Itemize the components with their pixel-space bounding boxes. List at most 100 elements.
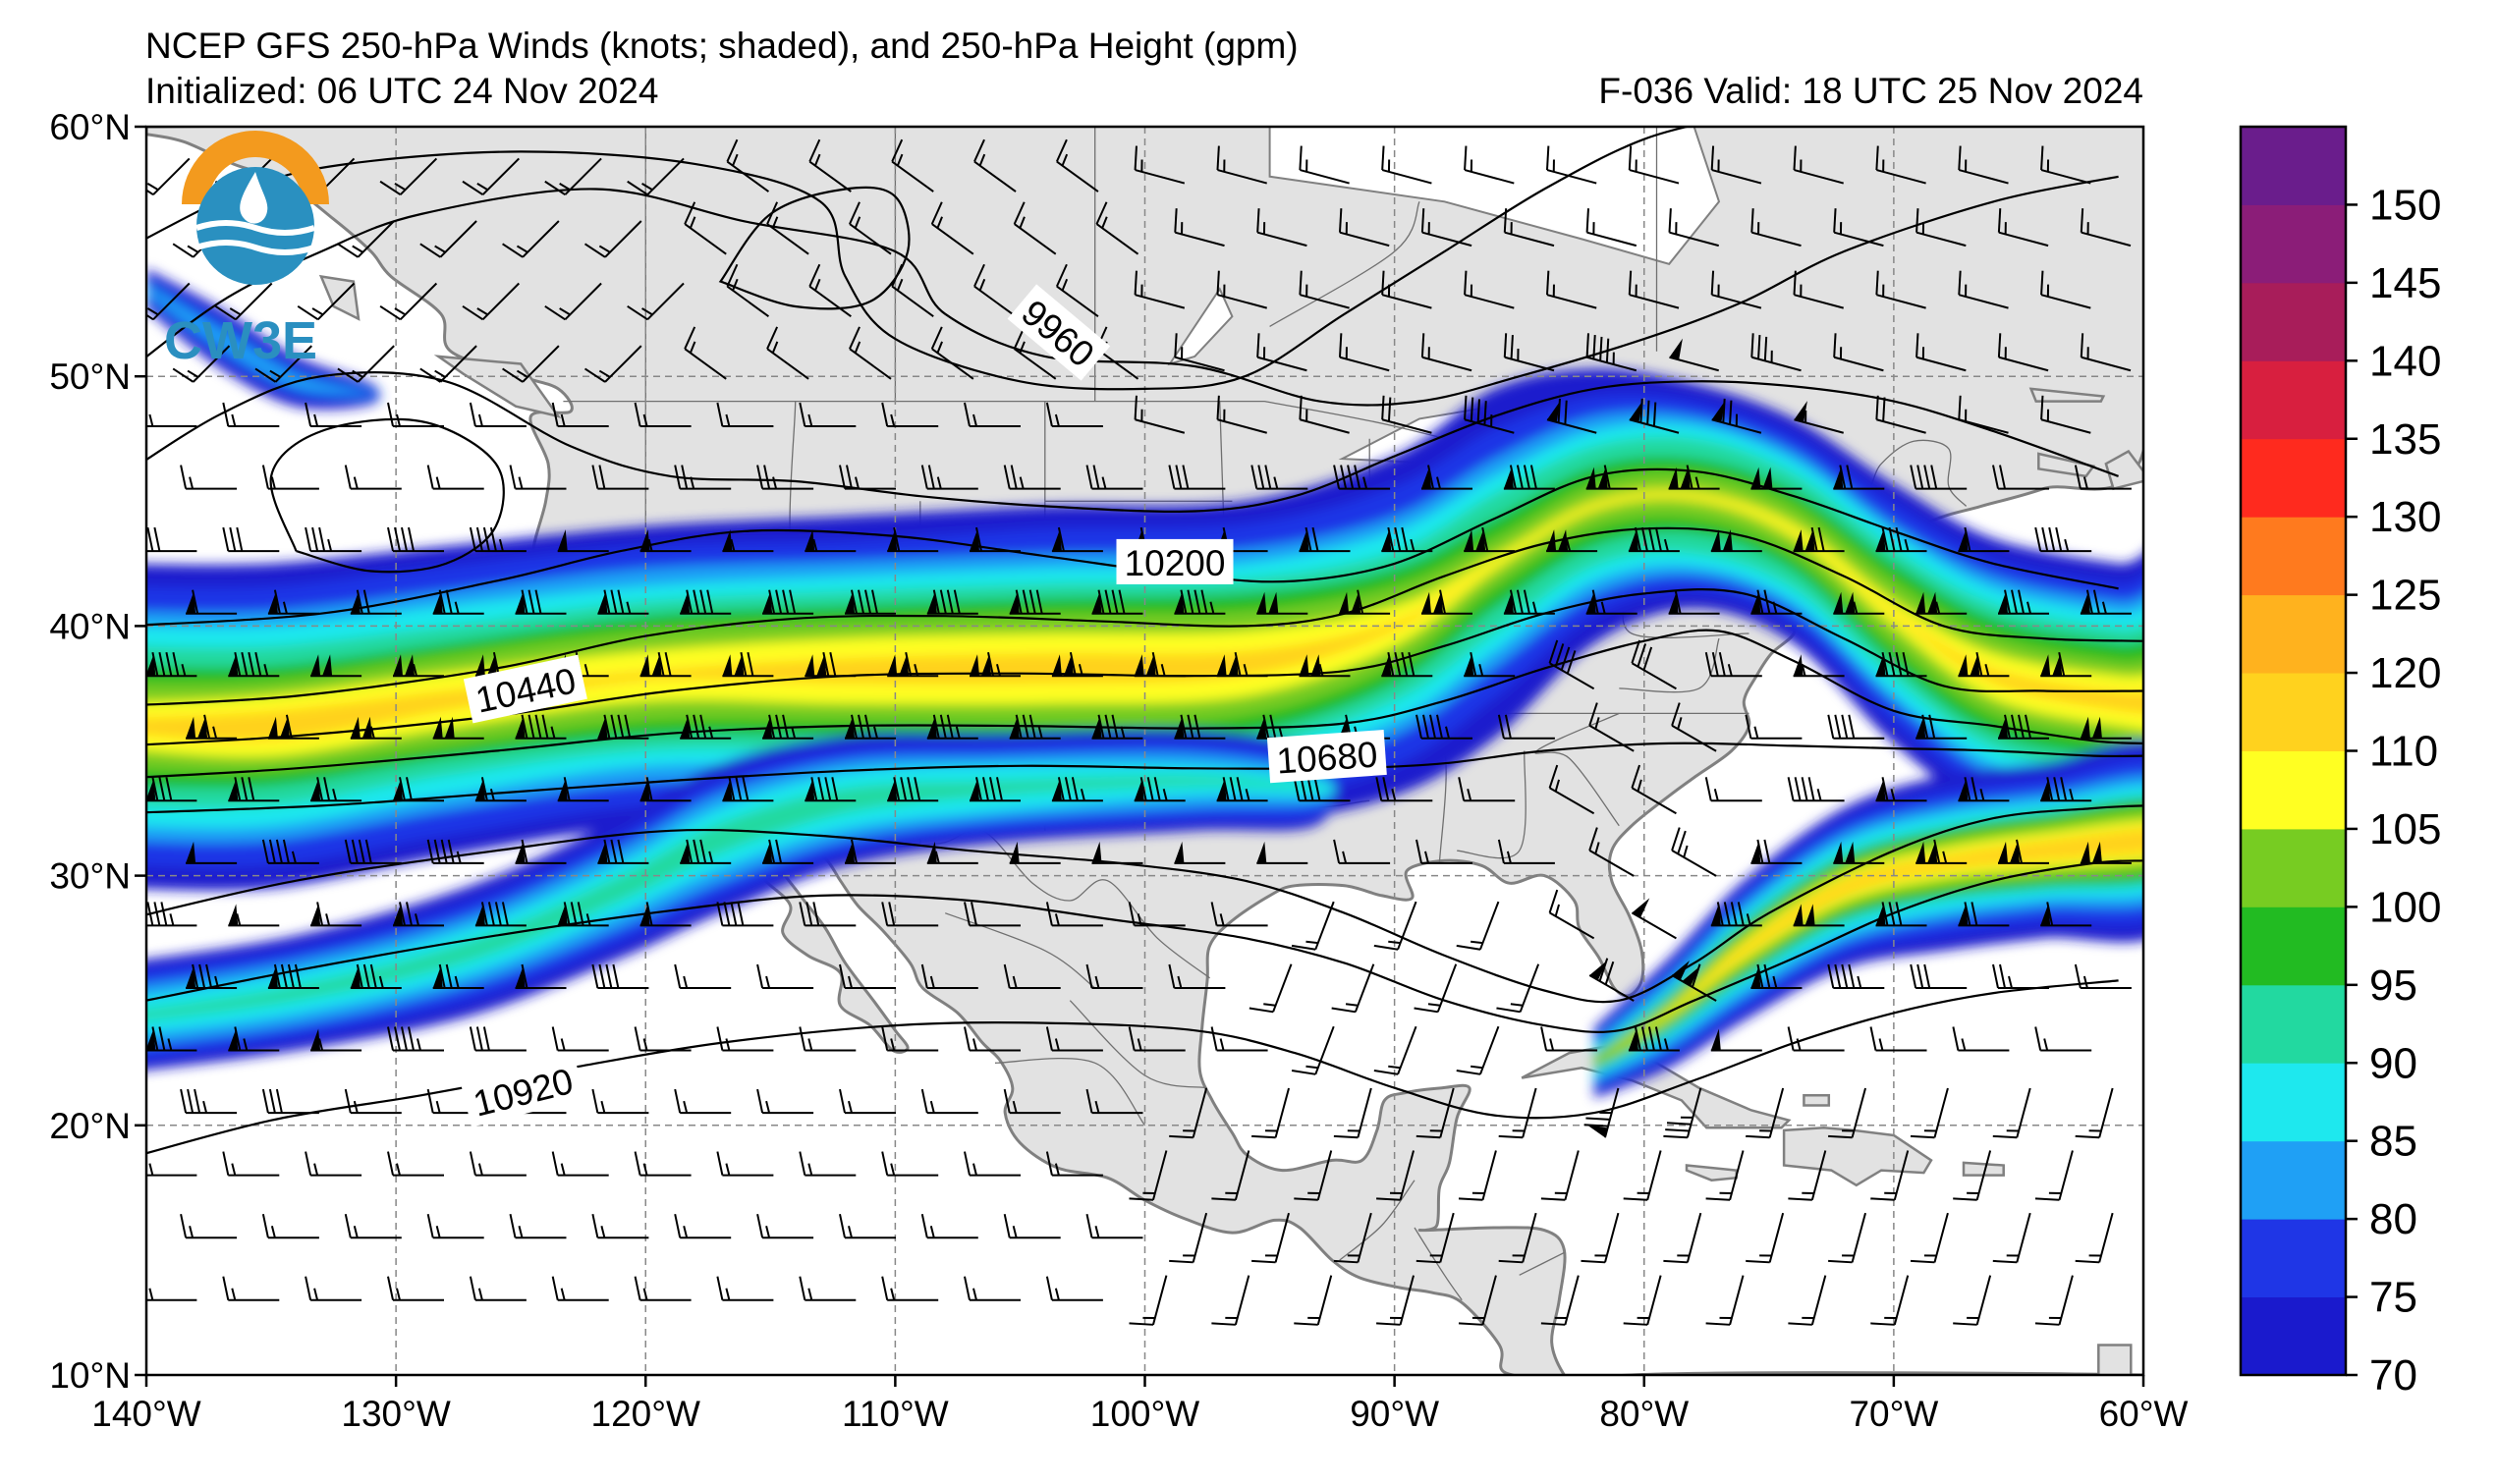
wind-barb bbox=[805, 777, 857, 802]
wind-barb bbox=[1997, 333, 2049, 372]
wind-barb bbox=[1503, 589, 1555, 615]
wind-barb bbox=[1503, 333, 1555, 372]
wind-barb bbox=[502, 345, 560, 383]
boundary-34 bbox=[1414, 1227, 1463, 1301]
wind-barb bbox=[1091, 841, 1143, 864]
wind-barb bbox=[350, 963, 402, 989]
wind-barb bbox=[1992, 963, 2049, 989]
wind-barb bbox=[1870, 1275, 1910, 1326]
height-contour-1 bbox=[146, 175, 2119, 407]
wind-barb bbox=[1628, 270, 1680, 309]
height-contour-2 bbox=[146, 371, 2119, 513]
wind-barb bbox=[2075, 1087, 2114, 1139]
wind-barb bbox=[1671, 702, 1717, 752]
boundary-28 bbox=[1269, 201, 1420, 327]
wind-barb bbox=[1458, 1150, 1497, 1201]
wind-barb bbox=[1623, 1275, 1662, 1326]
wind-barb bbox=[591, 1088, 649, 1115]
wind-barb bbox=[634, 402, 692, 427]
wind-barb bbox=[310, 902, 362, 927]
boundary-24 bbox=[1619, 637, 1720, 693]
wind-barb bbox=[261, 465, 319, 490]
wind-barb bbox=[1958, 270, 2009, 309]
wind-barb bbox=[1416, 1087, 1455, 1139]
wind-barb bbox=[1216, 145, 1267, 185]
wind-barb bbox=[393, 777, 444, 802]
wind-barb bbox=[1045, 1151, 1103, 1177]
wind-barb bbox=[881, 402, 939, 427]
wind-barb bbox=[1456, 901, 1500, 951]
wind-barb bbox=[379, 282, 438, 321]
wind-barb bbox=[1870, 1150, 1910, 1201]
wind-barb bbox=[1710, 145, 1762, 185]
wind-barb bbox=[1869, 1026, 1927, 1052]
wind-barb bbox=[1788, 1150, 1827, 1201]
boundary-35 bbox=[1519, 1251, 1565, 1276]
wind-barb bbox=[387, 1276, 444, 1301]
wind-barb bbox=[970, 526, 1021, 553]
wind-barb bbox=[1875, 902, 1927, 927]
wind-barb bbox=[964, 1276, 1021, 1301]
wind-barb bbox=[1750, 333, 1802, 372]
wind-barb bbox=[756, 1088, 814, 1115]
wind-barb bbox=[1373, 901, 1417, 951]
cw3e-logo: CW3E bbox=[164, 131, 329, 370]
island-5 bbox=[1803, 1094, 1831, 1107]
wind-barb bbox=[1134, 145, 1186, 185]
wind-barb bbox=[1210, 1026, 1268, 1052]
wind-barb bbox=[1503, 208, 1555, 247]
wind-barb bbox=[1833, 208, 1884, 247]
initialized-time: Initialized: 06 UTC 24 Nov 2024 bbox=[145, 71, 659, 111]
x-tick-label: 100°W bbox=[1090, 1394, 1200, 1434]
wind-barb bbox=[337, 220, 395, 258]
wind-barb bbox=[146, 1026, 197, 1052]
wind-barb bbox=[1581, 1212, 1620, 1264]
wind-barb bbox=[634, 1151, 692, 1177]
contour-label: 10200 bbox=[1116, 538, 1234, 584]
wind-barb bbox=[1373, 1025, 1417, 1075]
wind-barb bbox=[426, 839, 484, 864]
x-tick-label: 140°W bbox=[91, 1394, 201, 1434]
wind-barb bbox=[881, 1276, 939, 1301]
wind-barb bbox=[186, 963, 238, 989]
wind-barb bbox=[1794, 401, 1844, 434]
wind-barb bbox=[469, 1276, 527, 1301]
wind-barb bbox=[1458, 1275, 1497, 1326]
wind-barb bbox=[344, 465, 402, 490]
wind-barb bbox=[1705, 1275, 1745, 1326]
y-tick-label: 20°N bbox=[49, 1106, 131, 1146]
wind-barb bbox=[1085, 1213, 1143, 1239]
wind-barb bbox=[1464, 526, 1516, 553]
wind-barb bbox=[1003, 1213, 1061, 1239]
wind-barb bbox=[1168, 963, 1226, 989]
wind-barb bbox=[583, 345, 642, 383]
wind-barb bbox=[1631, 639, 1677, 690]
wind-barb bbox=[180, 465, 238, 490]
wind-barb bbox=[1668, 589, 1720, 615]
wind-barb bbox=[839, 1088, 896, 1115]
wind-barb bbox=[2040, 270, 2091, 309]
wind-barb bbox=[1464, 145, 1515, 185]
wind-barb bbox=[808, 263, 852, 317]
wind-barb bbox=[799, 902, 857, 927]
wind-barb bbox=[146, 902, 197, 927]
wind-barb bbox=[716, 902, 774, 927]
wind-barb bbox=[267, 963, 319, 989]
wind-barb bbox=[1420, 333, 1472, 372]
wind-barb bbox=[1958, 651, 2010, 678]
wind-barb bbox=[426, 465, 484, 490]
axis-ticks: 140°W 130°W 120°W 110°W 100°W 90°W 80°W 70°W 60°… bbox=[49, 107, 2188, 1434]
x-tick-label: 110°W bbox=[842, 1394, 949, 1434]
wind-barb bbox=[474, 902, 527, 927]
wind-barb bbox=[1631, 898, 1677, 940]
wind-barb bbox=[1134, 651, 1186, 678]
wind-barb bbox=[1333, 1087, 1372, 1139]
wind-barb bbox=[1710, 902, 1762, 927]
wind-barb bbox=[1134, 395, 1186, 434]
wind-barb bbox=[228, 1026, 280, 1052]
wind-barb bbox=[557, 902, 609, 927]
wind-barb bbox=[1788, 1275, 1827, 1326]
wind-barb bbox=[726, 263, 770, 317]
wind-barb bbox=[1745, 714, 1803, 740]
wind-barb bbox=[228, 777, 280, 802]
